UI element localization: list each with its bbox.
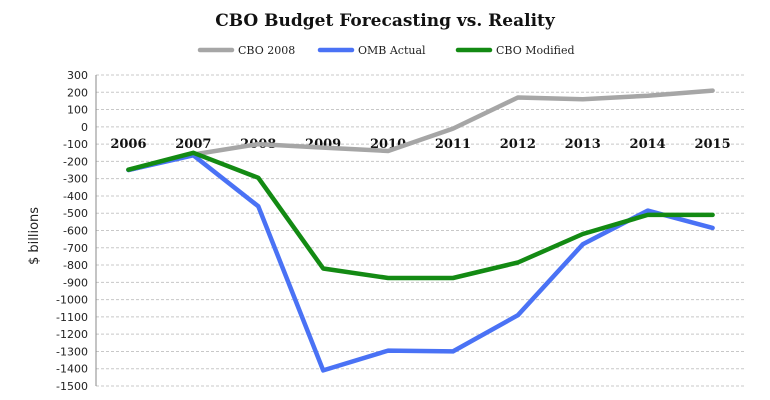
y-tick-label: -300 bbox=[63, 173, 88, 186]
series-line-cbo-modified bbox=[126, 150, 715, 281]
y-tick-label: -900 bbox=[63, 276, 88, 289]
y-tick-label: -1500 bbox=[56, 380, 88, 393]
y-tick-label: -800 bbox=[63, 259, 88, 272]
y-tick-label: 100 bbox=[67, 104, 88, 117]
y-tick-label: 0 bbox=[81, 121, 88, 134]
legend-item: CBO Modified bbox=[455, 44, 575, 57]
y-tick-label: -500 bbox=[63, 207, 88, 220]
y-tick-label: -1000 bbox=[56, 294, 88, 307]
y-axis-ticks: -1500-1400-1300-1200-1100-1000-900-800-7… bbox=[56, 69, 88, 393]
legend-item: CBO 2008 bbox=[197, 44, 295, 57]
y-tick-label: 200 bbox=[67, 86, 88, 99]
y-tick-label: -200 bbox=[63, 155, 88, 168]
y-tick-label: -600 bbox=[63, 225, 88, 238]
y-tick-label: -1100 bbox=[56, 311, 88, 324]
x-tick-label: 2013 bbox=[565, 137, 601, 152]
x-tick-label: 2014 bbox=[630, 137, 666, 152]
x-tick-label: 2015 bbox=[694, 137, 730, 152]
y-tick-label: -1200 bbox=[56, 328, 88, 341]
x-tick-label: 2011 bbox=[435, 137, 471, 152]
y-tick-label: -700 bbox=[63, 242, 88, 255]
legend-item: OMB Actual bbox=[317, 44, 426, 57]
legend: CBO 2008 OMB Actual CBO Modified bbox=[197, 44, 575, 57]
series-lines bbox=[126, 88, 715, 373]
legend-label: CBO Modified bbox=[496, 44, 575, 57]
y-tick-label: -1400 bbox=[56, 363, 88, 376]
series-line-omb-actual bbox=[126, 153, 715, 373]
series-line-cbo-2008 bbox=[126, 88, 715, 173]
y-tick-label: -400 bbox=[63, 190, 88, 203]
y-tick-label: -100 bbox=[63, 138, 88, 151]
y-axis-label: $ billions bbox=[27, 207, 42, 265]
y-tick-label: 300 bbox=[67, 69, 88, 82]
x-tick-label: 2006 bbox=[110, 137, 146, 152]
chart-title: CBO Budget Forecasting vs. Reality bbox=[215, 11, 556, 31]
gridlines bbox=[95, 74, 745, 387]
legend-label: OMB Actual bbox=[358, 44, 426, 57]
x-tick-label: 2007 bbox=[175, 137, 211, 152]
legend-label: CBO 2008 bbox=[238, 44, 295, 57]
y-tick-label: -1300 bbox=[56, 345, 88, 358]
x-tick-label: 2012 bbox=[500, 137, 536, 152]
